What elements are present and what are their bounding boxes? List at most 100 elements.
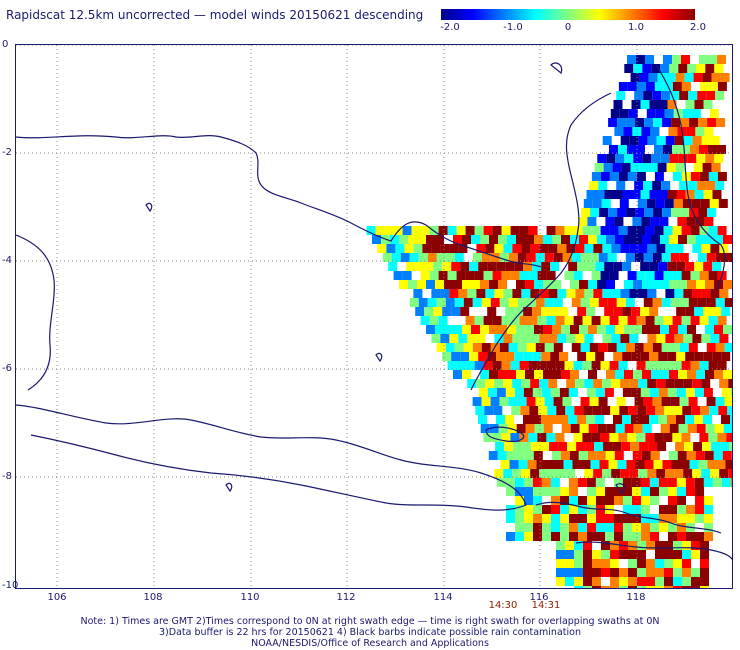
- wind-cell: [429, 271, 439, 280]
- wind-cell: [541, 262, 551, 271]
- wind-cell: [625, 343, 635, 352]
- wind-cell: [494, 379, 504, 388]
- wind-cell: [705, 235, 714, 244]
- wind-cell: [521, 379, 531, 388]
- wind-cell: [596, 487, 605, 496]
- wind-cell: [512, 244, 522, 253]
- wind-cell: [467, 334, 477, 343]
- wind-cell: [700, 586, 709, 588]
- wind-cell: [698, 460, 708, 469]
- wind-cell: [711, 163, 721, 172]
- wind-cell: [587, 514, 596, 523]
- wind-cell: [681, 145, 690, 154]
- wind-cell: [622, 307, 632, 316]
- wind-cell: [543, 325, 552, 334]
- wind-cell: [706, 298, 716, 307]
- wind-cell: [705, 370, 714, 379]
- wind-cell: [628, 109, 638, 118]
- wind-cell: [508, 253, 518, 262]
- wind-cell: [583, 586, 592, 588]
- wind-cell: [549, 442, 559, 451]
- wind-cell: [528, 361, 538, 370]
- wind-cell: [600, 433, 610, 442]
- wind-cell: [674, 469, 684, 478]
- wind-cell: [458, 334, 468, 343]
- wind-cell: [697, 253, 707, 262]
- wind-cell: [476, 334, 486, 343]
- wind-cell: [424, 262, 434, 271]
- wind-cell: [706, 343, 716, 352]
- wind-cell: [424, 307, 434, 316]
- wind-cell: [667, 190, 677, 199]
- wind-cell: [676, 352, 686, 361]
- wind-cell: [582, 316, 592, 325]
- wind-cell: [674, 334, 684, 343]
- wind-cell: [518, 460, 528, 469]
- wind-cell: [622, 388, 632, 397]
- wind-cell: [547, 406, 557, 415]
- wind-cell: [584, 289, 594, 298]
- wind-cell: [724, 253, 732, 262]
- wind-cell: [606, 325, 615, 334]
- wind-cell: [474, 271, 484, 280]
- wind-cell: [690, 361, 700, 370]
- wind-cell: [687, 280, 696, 289]
- wind-cell: [696, 235, 705, 244]
- wind-cell: [719, 244, 729, 253]
- wind-cell: [599, 460, 609, 469]
- wind-cell: [619, 199, 629, 208]
- wind-cell: [560, 487, 569, 496]
- wind-cell: [644, 118, 654, 127]
- wind-cell: [418, 298, 428, 307]
- wind-cell: [544, 298, 554, 307]
- wind-cell: [408, 280, 417, 289]
- coastline: [16, 62, 732, 561]
- wind-cell: [514, 478, 524, 487]
- wind-cell: [460, 262, 470, 271]
- wind-cell: [645, 271, 655, 280]
- wind-cell: [586, 415, 595, 424]
- wind-cell: [633, 280, 642, 289]
- wind-cell: [528, 271, 538, 280]
- wind-cell: [577, 415, 586, 424]
- wind-cell: [701, 469, 711, 478]
- wind-cell: [609, 433, 619, 442]
- wind-cell: [699, 271, 709, 280]
- wind-cell: [592, 568, 601, 577]
- wind-cell: [636, 82, 646, 91]
- wind-cell: [695, 127, 705, 136]
- wind-cell: [609, 172, 619, 181]
- wind-cell: [703, 262, 713, 271]
- wind-cell: [588, 424, 598, 433]
- wind-cell: [451, 352, 461, 361]
- colorbar-tick-label: 2.0: [690, 22, 706, 33]
- wind-cell: [692, 334, 702, 343]
- wind-cell: [511, 406, 521, 415]
- wind-cell: [602, 379, 612, 388]
- wind-cell: [563, 460, 573, 469]
- wind-cell: [574, 550, 583, 559]
- wind-cell: [550, 352, 560, 361]
- wind-cell: [676, 190, 686, 199]
- wind-cell: [438, 226, 448, 235]
- wind-cell: [488, 451, 498, 460]
- wind-cell: [444, 280, 453, 289]
- wind-cell: [510, 433, 520, 442]
- wind-cell: [609, 361, 619, 370]
- wind-cell: [677, 532, 686, 541]
- wind-cell: [597, 424, 607, 433]
- wind-cell: [730, 388, 732, 397]
- wind-cell: [721, 415, 730, 424]
- wind-cell: [548, 469, 558, 478]
- wind-cell: [708, 316, 718, 325]
- wind-cell: [667, 262, 677, 271]
- map-frame: [15, 44, 733, 589]
- wind-cell: [631, 190, 641, 199]
- wind-cell: [636, 226, 646, 235]
- wind-cell: [606, 235, 615, 244]
- wind-cell: [627, 316, 637, 325]
- wind-cell: [586, 388, 596, 397]
- wind-cell: [586, 352, 596, 361]
- wind-cell: [426, 325, 435, 334]
- wind-cell: [551, 496, 560, 505]
